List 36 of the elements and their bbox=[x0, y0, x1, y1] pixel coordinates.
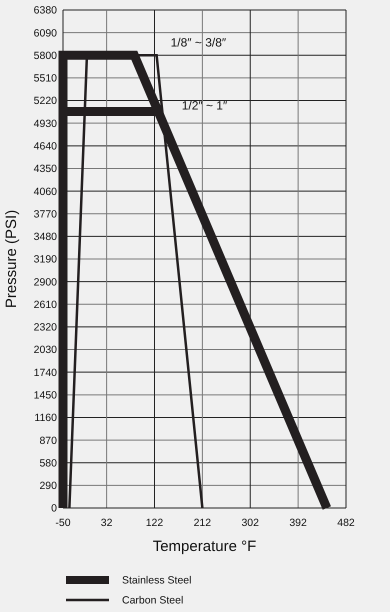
y-tick-label: 4350 bbox=[34, 163, 58, 176]
y-tick-label: 1740 bbox=[34, 366, 58, 379]
y-tick-label: 290 bbox=[39, 480, 58, 492]
y-tick-label: 580 bbox=[39, 457, 58, 470]
y-tick-label: 5220 bbox=[34, 95, 58, 108]
y-tick-label: 4060 bbox=[34, 186, 58, 198]
y-tick-label: 2610 bbox=[34, 298, 58, 311]
y-tick-label: 3190 bbox=[34, 254, 58, 266]
x-tick-label: 122 bbox=[146, 517, 164, 529]
y-tick-label: 5510 bbox=[34, 72, 58, 85]
x-axis-title: Temperature °F bbox=[152, 538, 256, 555]
legend-label: Stainless Steel bbox=[122, 574, 192, 587]
y-tick-label: 1450 bbox=[34, 389, 58, 402]
x-tick-label: 482 bbox=[337, 517, 355, 529]
y-tick-label: 6380 bbox=[34, 4, 58, 17]
y-tick-label: 3770 bbox=[34, 208, 58, 220]
x-tick-label: -50 bbox=[55, 517, 71, 529]
y-tick-label: 5800 bbox=[34, 50, 58, 62]
annotation: 1/2″ ~ 1″ bbox=[182, 98, 228, 113]
x-tick-label: 302 bbox=[241, 517, 260, 529]
x-tick-label: 392 bbox=[289, 517, 308, 529]
y-axis-title: Pressure (PSI) bbox=[3, 210, 20, 308]
annotation: 1/8″ ~ 3/8″ bbox=[170, 35, 227, 50]
y-tick-label: 3480 bbox=[34, 231, 58, 244]
y-tick-label: 1160 bbox=[34, 412, 58, 424]
x-tick-label: 212 bbox=[194, 517, 212, 529]
y-tick-label: 6090 bbox=[34, 27, 58, 40]
y-tick-label: 4640 bbox=[34, 140, 58, 152]
x-tick-label: 32 bbox=[100, 517, 113, 529]
y-tick-label: 4930 bbox=[34, 118, 58, 130]
y-tick-label: 870 bbox=[39, 434, 58, 447]
y-tick-label: 0 bbox=[51, 502, 58, 515]
y-tick-label: 2320 bbox=[34, 322, 58, 334]
y-tick-label: 2900 bbox=[34, 276, 58, 288]
y-tick-label: 2030 bbox=[34, 344, 58, 356]
legend-label: Carbon Steel bbox=[122, 594, 184, 607]
